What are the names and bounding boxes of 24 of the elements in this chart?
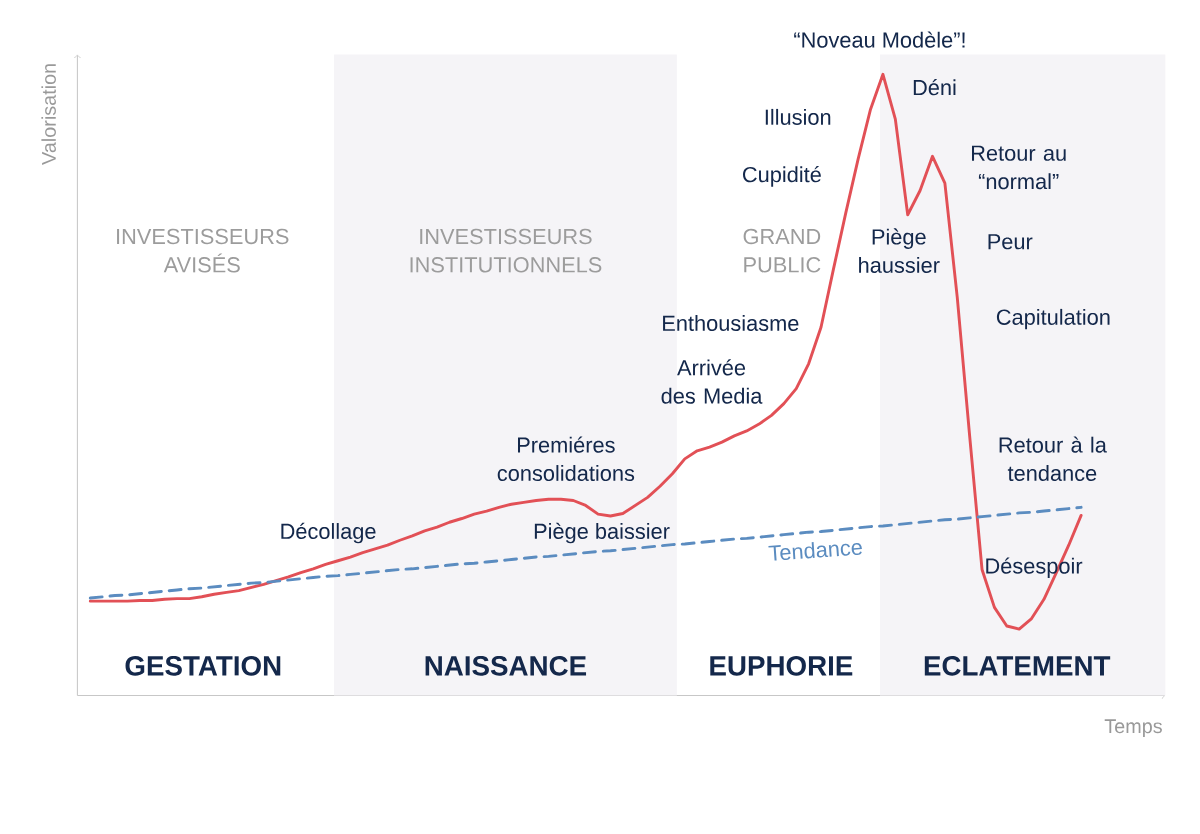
annotation: Cupidité [742,165,821,187]
annotation: INVESTISSEURS INSTITUTIONNELS [410,228,602,273]
annotation: ECLATEMENT [924,655,1111,676]
annotation: Piège baissier [534,522,670,544]
annotation: Peur [988,234,1033,250]
annotation: NAISSANCE [425,655,587,676]
annotation: Retour à la tendance [999,436,1107,481]
annotation: Déni [913,78,956,96]
y-axis-title: Valorisation [41,64,56,165]
annotation: INVESTISSEURS AVISÉS [117,228,289,273]
annotation: Retour au “normal” [972,145,1066,190]
annotation: EUPHORIE [710,655,853,676]
series-label: Tendance [768,541,862,561]
annotation: Premiéres consolidations [497,436,635,481]
x-axis-title: Temps [1104,719,1162,737]
annotation: Enthousiasme [663,314,799,331]
annotation: Arrivée des Media [661,359,763,404]
annotation: Capitulation [996,308,1110,330]
annotation: GESTATION [125,655,281,676]
annotation: Décollage [281,522,376,544]
annotation: GRAND PUBLIC [743,228,821,273]
annotation: Piège haussier [859,228,940,273]
annotation: Illusion [765,108,831,125]
text: “Noveau Modèle”! [794,31,965,48]
